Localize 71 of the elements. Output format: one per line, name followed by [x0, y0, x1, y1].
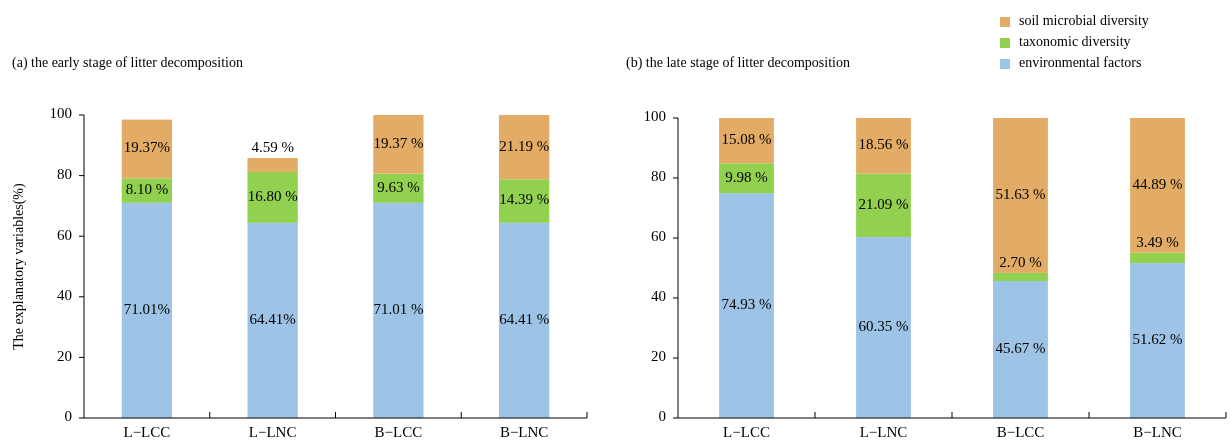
data-label: 71.01 %	[373, 300, 424, 317]
data-label: 64.41 %	[499, 310, 550, 327]
chart-title: (b) the late stage of litter decomposition	[626, 55, 850, 72]
bar	[121, 202, 173, 418]
y-tick-label: 40	[651, 288, 666, 305]
bar	[1130, 263, 1185, 418]
y-tick-label: 80	[57, 166, 72, 183]
data-label: 9.63 %	[377, 178, 420, 195]
data-label: 4.59 %	[251, 139, 294, 156]
y-tick-label: 0	[658, 408, 666, 425]
y-tick-label: 100	[643, 108, 666, 125]
data-label: 21.19 %	[499, 137, 550, 154]
chart-title: (a) the early stage of litter decomposition	[12, 55, 243, 72]
data-label: 60.35 %	[858, 317, 909, 334]
bar	[993, 280, 1048, 418]
bar	[373, 114, 424, 174]
bar	[856, 173, 911, 237]
y-axis-title: The explanatory variables(%)	[11, 182, 28, 350]
y-tick-label: 100	[49, 105, 72, 122]
bar	[247, 158, 298, 172]
bar	[1130, 252, 1185, 264]
legend-label: soil microbial diversity	[1019, 13, 1149, 29]
bar	[498, 179, 550, 223]
data-label: 14.39 %	[499, 191, 550, 208]
bar	[373, 202, 424, 418]
x-tick-label: L−LNC	[248, 424, 297, 441]
data-label: 71.01%	[123, 300, 170, 317]
x-tick-label: L−LCC	[123, 424, 171, 441]
data-label: 64.41%	[249, 310, 296, 327]
data-label: 74.93 %	[721, 296, 772, 313]
y-tick-label: 60	[57, 226, 72, 243]
x-tick-label: B−LNC	[1133, 424, 1182, 441]
bar	[247, 222, 298, 418]
data-label: 21.09 %	[858, 195, 909, 212]
bar	[856, 118, 911, 174]
data-label: 3.49 %	[1136, 234, 1179, 251]
bar	[1130, 118, 1185, 253]
bar	[498, 222, 550, 418]
bar	[719, 193, 774, 418]
x-tick-label: L−LCC	[723, 424, 770, 441]
bar	[993, 272, 1048, 281]
data-label: 8.10 %	[125, 181, 169, 198]
data-label: 15.08 %	[721, 131, 772, 148]
bar	[247, 171, 298, 223]
data-label: 51.63 %	[995, 185, 1046, 202]
legend-label: environmental factors	[1019, 55, 1142, 71]
x-tick-label: B−LNC	[499, 424, 549, 441]
data-label: 51.62 %	[1132, 331, 1183, 348]
y-tick-label: 0	[64, 408, 72, 425]
data-label: 45.67 %	[995, 339, 1046, 356]
x-tick-label: B−LCC	[996, 424, 1045, 441]
y-tick-label: 60	[651, 228, 666, 245]
data-label: 44.89 %	[1132, 175, 1183, 192]
bar	[121, 119, 173, 179]
legend-label: taxonomic diversity	[1019, 34, 1131, 50]
data-label: 19.37%	[123, 139, 170, 156]
data-label: 19.37 %	[373, 134, 424, 151]
data-label: 16.80 %	[247, 187, 298, 204]
bar	[856, 236, 911, 418]
y-tick-label: 20	[651, 348, 666, 365]
x-tick-label: L−LNC	[859, 424, 908, 441]
bar	[719, 118, 774, 164]
data-label: 2.70 %	[999, 254, 1042, 271]
data-label: 9.98 %	[725, 168, 768, 185]
y-tick-label: 80	[651, 168, 666, 185]
bar	[498, 115, 550, 180]
data-label: 18.56 %	[858, 136, 909, 153]
y-tick-label: 40	[57, 287, 72, 304]
bar	[993, 118, 1048, 273]
x-tick-label: B−LCC	[374, 424, 423, 441]
y-tick-label: 20	[57, 347, 72, 364]
